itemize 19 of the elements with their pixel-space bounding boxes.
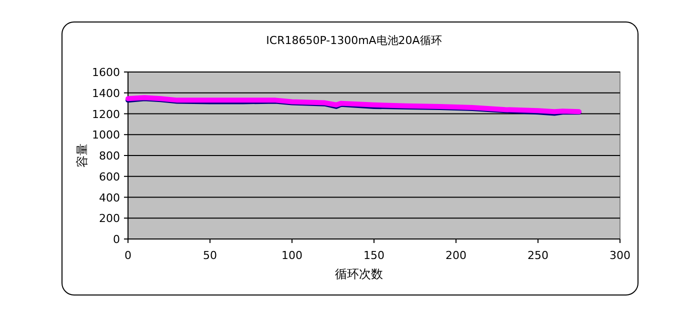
x-tick-label: 150 <box>364 249 384 262</box>
y-tick-label: 200 <box>99 212 120 226</box>
x-tick-label: 0 <box>124 249 132 262</box>
y-tick-label: 1000 <box>92 128 120 142</box>
x-tick-label: 200 <box>446 249 466 262</box>
x-tick-label: 250 <box>528 249 548 262</box>
x-axis-title: 循环次数 <box>335 267 383 281</box>
x-tick-label: 300 <box>610 249 630 262</box>
y-tick-label: 600 <box>99 170 120 184</box>
x-tick-label: 50 <box>203 249 217 262</box>
y-tick-label: 1200 <box>92 108 120 121</box>
x-tick-label: 100 <box>282 249 302 262</box>
y-tick-label: 1600 <box>92 66 120 79</box>
y-axis-title: 容量 <box>75 144 89 168</box>
chart-title: ICR18650P-1300mA电池20A循环 <box>266 34 442 47</box>
y-tick-label: 800 <box>99 150 120 162</box>
y-tick-label: 0 <box>113 233 120 246</box>
y-tick-label: 400 <box>99 191 120 204</box>
y-tick-label: 1400 <box>92 86 120 100</box>
